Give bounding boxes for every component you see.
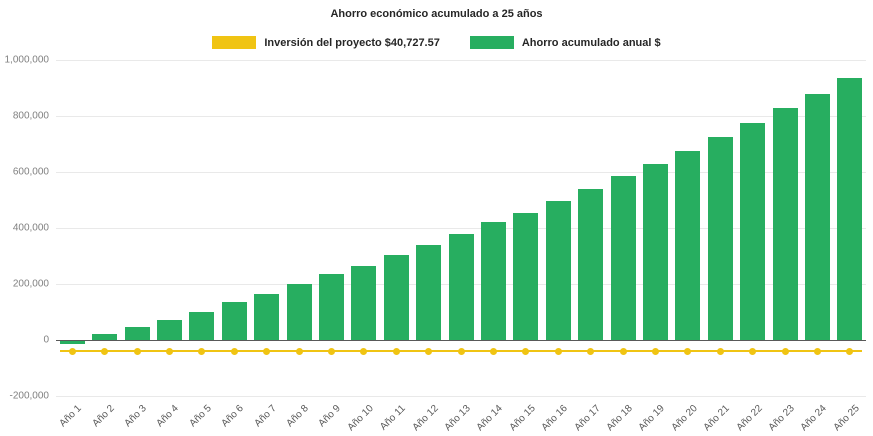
investment-marker	[749, 347, 757, 355]
investment-marker	[392, 347, 400, 355]
investment-marker	[619, 347, 627, 355]
legend-item-savings: Ahorro acumulado anual $	[469, 36, 661, 49]
gridline	[56, 60, 866, 61]
investment-marker	[101, 347, 109, 355]
bar-ano-7	[254, 293, 280, 340]
investment-marker	[230, 347, 238, 355]
gridline	[56, 228, 866, 229]
bar-ano-4	[156, 320, 182, 340]
bar-ano-25	[837, 78, 863, 340]
bar-ano-2	[92, 334, 118, 340]
investment-marker	[295, 347, 303, 355]
bar-ano-13	[448, 233, 474, 340]
legend-item-investment: Inversión del proyecto $40,727.57	[212, 36, 440, 49]
bar-ano-6	[221, 302, 247, 340]
x-tick-label: Año 10	[345, 403, 376, 434]
legend-swatch-savings-icon	[469, 36, 514, 49]
zero-axis-line	[56, 340, 866, 341]
bar-ano-8	[286, 284, 312, 340]
bar-ano-11	[383, 254, 409, 340]
investment-marker	[263, 347, 271, 355]
x-tick-label: Año 1	[57, 403, 84, 430]
x-tick-label: Año 19	[636, 403, 668, 434]
y-tick-label: 1,000,000	[4, 54, 50, 66]
y-tick-label: 0	[43, 334, 49, 346]
gridline	[56, 116, 866, 117]
x-tick-label: Año 5	[187, 403, 214, 430]
investment-marker	[457, 347, 465, 355]
y-tick-label: 400,000	[12, 222, 49, 234]
bar-ano-14	[480, 222, 506, 340]
x-tick-label: Año 9	[316, 403, 344, 430]
legend-label-savings: Ahorro acumulado anual $	[521, 36, 661, 49]
bar-ano-22	[740, 123, 766, 340]
bar-ano-17	[578, 188, 604, 340]
legend: Inversión del proyecto $40,727.57 Ahorro…	[0, 36, 873, 49]
bar-ano-24	[804, 93, 830, 340]
investment-marker	[327, 347, 335, 355]
bar-ano-3	[124, 327, 150, 340]
x-tick-label: Año 3	[122, 403, 149, 430]
x-tick-label: Año 24	[798, 403, 830, 434]
bar-ano-15	[513, 212, 539, 340]
x-tick-label: Año 13	[442, 403, 473, 434]
investment-marker	[716, 347, 724, 355]
investment-marker	[554, 347, 562, 355]
investment-marker	[684, 347, 692, 355]
investment-marker	[68, 347, 76, 355]
x-tick-label: Año 22	[734, 403, 765, 434]
investment-marker	[781, 347, 789, 355]
legend-swatch-investment-icon	[212, 36, 257, 49]
legend-label-investment: Inversión del proyecto $40,727.57	[264, 36, 440, 49]
x-tick-label: Año 6	[219, 403, 246, 430]
plot-area: -200,000 0 200,000 400,000 600,000 800,000 1,0…	[5, 55, 866, 433]
investment-marker	[651, 347, 659, 355]
investment-marker	[489, 347, 497, 355]
x-tick-label: Año 8	[284, 403, 311, 430]
bar-ano-23	[772, 107, 798, 340]
investment-marker	[522, 347, 530, 355]
x-tick-label: Año 7	[252, 403, 279, 430]
x-tick-label: Año 25	[831, 403, 862, 434]
bar-ano-1	[59, 340, 85, 345]
bar-ano-5	[189, 312, 215, 340]
x-tick-label: Año 11	[378, 403, 408, 433]
investment-marker	[165, 347, 173, 355]
investment-marker	[587, 347, 595, 355]
x-tick-label: Año 12	[410, 403, 441, 434]
bar-ano-20	[675, 151, 701, 340]
bar-ano-21	[707, 137, 733, 340]
bar-ano-19	[642, 163, 668, 340]
x-tick-label: Año 17	[572, 403, 603, 434]
y-tick-label: 600,000	[12, 166, 49, 178]
x-tick-label: Año 23	[766, 403, 797, 434]
y-tick-label: 200,000	[12, 278, 49, 290]
x-tick-label: Año 4	[154, 403, 182, 430]
bar-ano-12	[416, 244, 442, 340]
bar-ano-18	[610, 176, 636, 340]
bar-ano-9	[318, 274, 344, 340]
investment-marker	[425, 347, 433, 355]
x-tick-label: Año 16	[539, 403, 570, 434]
investment-marker	[813, 347, 821, 355]
x-tick-label: Año 18	[604, 403, 635, 434]
x-tick-label: Año 2	[90, 403, 117, 430]
bar-ano-10	[351, 265, 377, 340]
y-tick-label: 800,000	[12, 110, 49, 122]
y-tick-label: -200,000	[9, 390, 49, 402]
investment-marker	[360, 347, 368, 355]
gridline	[56, 172, 866, 173]
investment-marker	[133, 347, 141, 355]
gridline	[56, 396, 866, 397]
x-tick-label: Año 20	[669, 403, 700, 434]
bar-ano-16	[545, 201, 571, 340]
x-tick-label: Año 15	[507, 403, 538, 434]
chart-title: Ahorro económico acumulado a 25 años	[330, 8, 543, 20]
investment-marker	[198, 347, 206, 355]
x-tick-label: Año 14	[474, 403, 506, 434]
investment-marker	[846, 347, 854, 355]
x-tick-label: Año 21	[701, 403, 732, 434]
